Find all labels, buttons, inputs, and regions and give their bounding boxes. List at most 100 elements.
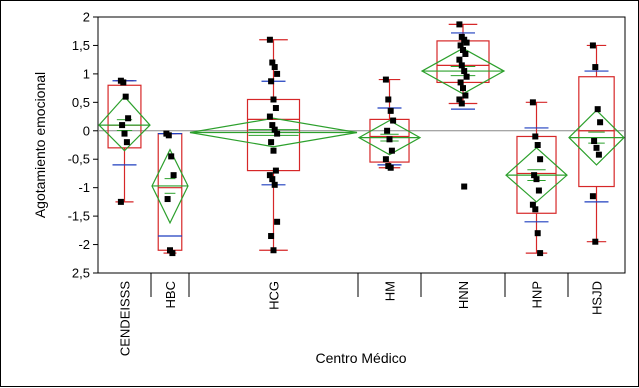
y-tick-label: 1 [83,66,90,81]
x-axis-title: Centro Médico [315,350,406,366]
group-hbc [151,130,189,257]
data-point [390,117,397,124]
x-category-label: HNN [456,281,471,309]
data-point [537,156,544,163]
plot-area [97,16,626,274]
data-point [595,151,602,158]
data-point [271,126,278,133]
data-point [269,59,276,66]
data-point [456,96,463,103]
data-point [269,122,276,129]
x-category-label: HBC [163,281,178,308]
data-point [270,247,277,254]
y-tick-label: 2 [83,10,90,25]
data-point [121,130,128,137]
data-point [266,36,273,43]
y-tick-label: -2 [78,237,90,252]
data-point [529,99,536,106]
y-axis: 2 1,5 1 0,5 0 -0,5 -1 -1,5 -2 2,5 [68,10,98,281]
data-point [387,107,394,114]
data-point [462,92,469,99]
y-tick-label: 0,5 [72,95,90,110]
group-hnn [420,21,506,190]
data-point [388,147,395,154]
data-point [594,106,601,113]
data-point [123,139,130,146]
data-point [537,250,544,257]
data-point [592,64,599,71]
data-point [271,181,278,188]
data-point [535,187,542,194]
group-cendeisss [98,77,151,205]
data-point [382,76,389,83]
data-point [386,136,393,143]
data-point [460,46,466,53]
data-point [463,73,470,80]
data-point [593,144,600,151]
groups-layer [98,21,625,257]
data-point [268,139,275,146]
x-category-label: HNP [530,281,545,308]
y-tick-label: -0,5 [68,152,90,167]
data-point [592,238,599,245]
data-point [534,142,541,148]
x-category-label: HSJD [590,281,605,315]
data-point [165,132,172,139]
data-point [122,93,129,100]
data-point [270,147,277,154]
y-tick-label: 1,5 [72,38,90,53]
data-point [266,172,273,179]
data-point [274,218,281,225]
data-point [117,198,124,205]
data-point [532,133,539,140]
data-point [268,78,275,85]
y-tick-label: -1 [78,180,90,195]
data-point [462,50,469,57]
x-category-label: CENDEISSS [118,281,133,356]
data-point [456,21,463,28]
data-point [269,176,276,183]
data-point [274,70,281,77]
data-point [164,196,171,203]
data-point [529,201,536,208]
x-category-label: HM [383,281,398,301]
data-point [274,130,281,137]
data-point [382,156,389,163]
x-category-label: HCG [267,281,282,310]
data-point [272,167,279,174]
y-axis-title: Agotamiento emocional [32,72,48,218]
group-hsjd [568,42,625,245]
y-tick-label: 0 [83,123,90,138]
data-point [169,250,176,257]
group-hm [357,76,422,171]
data-point [458,62,465,69]
data-point [270,96,277,103]
data-point [456,56,463,63]
y-tick-label: -1,5 [68,209,90,224]
data-point [458,100,465,107]
data-point [532,206,539,213]
data-point [457,42,464,49]
data-point [533,176,540,183]
data-point [461,183,468,190]
data-point [271,64,278,71]
data-point [531,172,538,179]
data-point [597,119,604,126]
data-point [589,193,596,200]
group-hcg [189,36,358,254]
group-hnp [505,99,568,257]
data-point [461,68,468,75]
data-point [266,113,273,120]
data-point [387,164,394,171]
data-point [457,79,464,86]
data-point [463,39,470,46]
data-point [385,96,392,103]
data-point [119,122,126,129]
data-point [460,85,466,92]
y-tick-label: 2,5 [72,266,90,281]
x-axis: CENDEISSS HBC HCG HM HNN HNP HSJD [118,273,605,356]
data-point [120,79,127,86]
data-point [384,127,391,134]
